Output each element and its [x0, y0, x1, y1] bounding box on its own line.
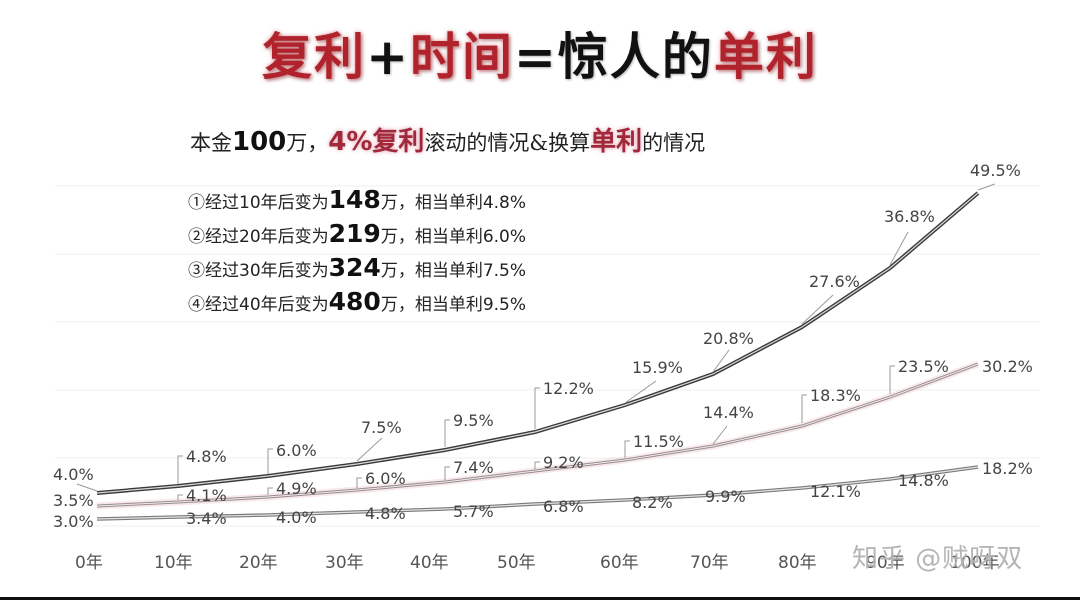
data-label: 23.5%: [898, 357, 949, 376]
note-suffix: 万，相当单利: [380, 295, 483, 315]
bottom-border: [0, 597, 1080, 600]
data-label: 5.7%: [453, 502, 494, 521]
note-amount: 480: [328, 287, 381, 316]
data-label: 14.4%: [703, 403, 754, 422]
principal-amount: 100: [232, 127, 287, 157]
data-label: 15.9%: [632, 358, 683, 377]
data-label: 9.9%: [705, 487, 746, 506]
note-amount: 324: [328, 253, 381, 282]
note-rate: 4.8%: [482, 193, 527, 213]
note-years: 10: [239, 193, 261, 213]
chart-title: 复利+时间=惊人的单利: [0, 22, 1080, 92]
note-mid: 年后变为: [260, 295, 329, 315]
note-prefix: ①经过: [188, 193, 239, 213]
title-part: 单利: [713, 28, 818, 86]
data-label: 6.0%: [365, 469, 406, 488]
data-label: 12.1%: [810, 482, 861, 501]
data-label: 9.2%: [543, 453, 584, 472]
gridlines: [55, 185, 1040, 527]
data-label: 14.8%: [898, 471, 949, 490]
data-label: 3.4%: [186, 509, 227, 528]
annotation-item: ③经过30年后变为324万，相当单利7.5%: [188, 251, 526, 285]
data-label: 7.4%: [453, 458, 494, 477]
note-suffix: 万，相当单利: [380, 261, 483, 281]
data-label: 49.5%: [970, 161, 1021, 180]
data-label: 8.2%: [632, 493, 673, 512]
data-label: 6.8%: [543, 497, 584, 516]
leader-lines: [76, 183, 996, 500]
note-prefix: ④经过: [188, 295, 239, 315]
note-mid: 年后变为: [260, 193, 329, 213]
note-years: 30: [239, 261, 261, 281]
data-label: 4.0%: [276, 508, 317, 527]
x-tick-label: 80年: [778, 553, 817, 573]
x-tick-label: 90年: [866, 553, 905, 573]
note-mid: 年后变为: [260, 261, 329, 281]
labels-3pct: 3.0% 3.4% 4.0% 4.8% 5.7% 6.8% 8.2% 9.9% …: [53, 459, 1033, 531]
data-label: 36.8%: [884, 207, 935, 226]
note-years: 40: [239, 295, 261, 315]
note-rate: 6.0%: [482, 227, 527, 247]
data-label: 7.5%: [361, 418, 402, 437]
data-label: 20.8%: [703, 329, 754, 348]
labels-4pct: 4.0% 4.8% 6.0% 7.5% 9.5% 12.2% 15.9% 20.…: [53, 161, 1021, 484]
subtitle-text: 本金: [190, 131, 232, 155]
note-suffix: 万，相当单利: [380, 193, 483, 213]
note-years: 20: [239, 227, 261, 247]
data-label: 4.9%: [276, 479, 317, 498]
simple-interest-highlight: 单利: [590, 127, 643, 157]
x-tick-label: 0年: [75, 553, 103, 573]
data-label: 4.1%: [186, 486, 227, 505]
note-amount: 148: [328, 185, 381, 214]
annotation-item: ②经过20年后变为219万，相当单利6.0%: [188, 217, 526, 251]
series-4pct: [96, 191, 980, 495]
data-label: 4.8%: [365, 504, 406, 523]
title-part: 复利: [262, 28, 367, 86]
series-3-5pct: [96, 360, 980, 510]
compound-rate-highlight: 4%复利: [328, 127, 425, 157]
data-label: 11.5%: [633, 432, 684, 451]
title-part: =惊人的: [514, 28, 714, 86]
subtitle-text: 滚动的情况&换算: [424, 131, 591, 155]
title-part: +: [366, 28, 410, 86]
x-tick-label: 100年: [950, 553, 999, 573]
data-label: 6.0%: [276, 441, 317, 460]
note-suffix: 万，相当单利: [380, 227, 483, 247]
x-tick-label: 40年: [410, 553, 449, 573]
data-label: 18.3%: [810, 386, 861, 405]
x-tick-label: 10年: [154, 553, 193, 573]
series-3pct: [96, 465, 979, 521]
x-tick-label: 70年: [690, 553, 729, 573]
subtitle-text: 万，: [286, 131, 329, 155]
data-label: 9.5%: [453, 411, 494, 430]
data-label: 12.2%: [543, 379, 594, 398]
x-axis: 0年 10年 20年 30年 40年 50年 60年 70年 80年 90年 1…: [75, 553, 999, 573]
data-label: 3.5%: [53, 491, 94, 510]
data-label: 4.0%: [53, 465, 94, 484]
x-tick-label: 50年: [497, 553, 536, 573]
data-label: 30.2%: [982, 357, 1033, 376]
note-rate: 7.5%: [482, 261, 527, 281]
note-prefix: ③经过: [188, 261, 239, 281]
annotation-item: ④经过40年后变为480万，相当单利9.5%: [188, 285, 526, 319]
note-amount: 219: [328, 219, 381, 248]
subtitle-text: 的情况: [642, 131, 706, 155]
x-tick-label: 30年: [325, 553, 364, 573]
annotation-list: ①经过10年后变为148万，相当单利4.8% ②经过20年后变为219万，相当单…: [188, 183, 526, 319]
note-mid: 年后变为: [260, 227, 329, 247]
data-label: 4.8%: [186, 447, 227, 466]
note-prefix: ②经过: [188, 227, 239, 247]
x-tick-label: 60年: [600, 553, 639, 573]
title-part: 时间: [410, 28, 514, 86]
data-label: 18.2%: [982, 459, 1033, 478]
note-rate: 9.5%: [482, 295, 527, 315]
annotation-item: ①经过10年后变为148万，相当单利4.8%: [188, 183, 526, 217]
watermark: 知乎 @贼呀双: [852, 544, 1024, 574]
data-label: 27.6%: [809, 272, 860, 291]
chart-subtitle: 本金100万，4%复利滚动的情况&换算单利的情况: [190, 122, 705, 163]
data-label: 3.0%: [53, 512, 94, 531]
labels-3-5pct: 3.5% 4.1% 4.9% 6.0% 7.4% 9.2% 11.5% 14.4…: [53, 357, 1033, 510]
x-tick-label: 20年: [239, 553, 278, 573]
